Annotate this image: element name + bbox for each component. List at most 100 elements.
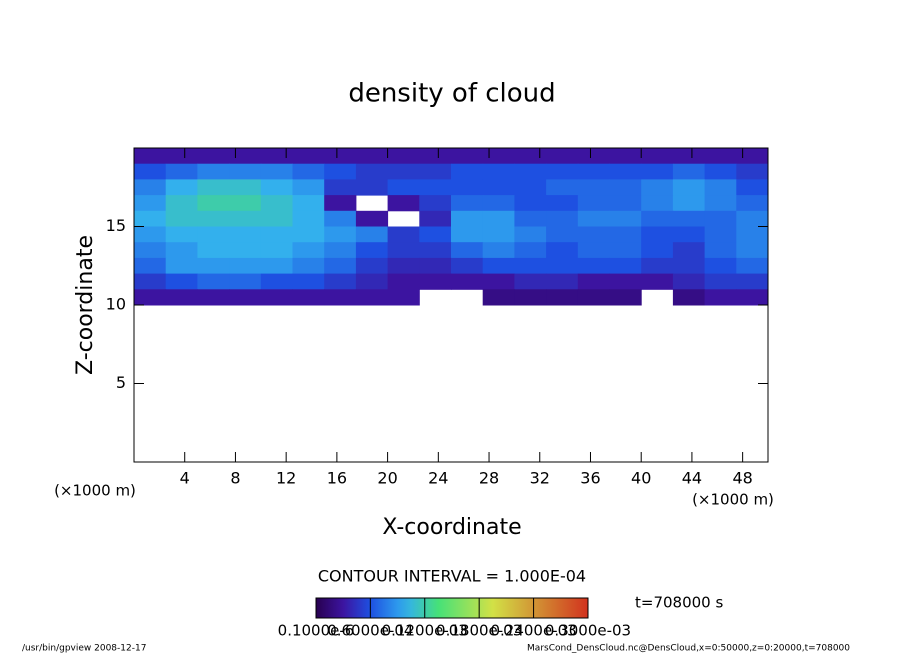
density-cell [672,242,706,259]
density-cell [324,210,357,227]
density-cell [482,289,515,306]
density-cell [387,257,420,275]
density-cell [165,210,198,227]
density-cell [292,210,325,227]
density-cell [134,289,167,306]
density-cell [546,242,579,259]
density-cell [260,163,293,180]
density-cell [736,148,769,165]
density-cell [641,210,674,227]
density-cell [577,226,610,243]
density-cell [577,273,610,290]
x-tick-label: 36 [580,469,600,488]
colorbar-label: 0.1200e-03 [382,622,468,640]
colorbar-label: 0.2400e-03 [490,622,576,640]
density-cell [197,195,230,212]
density-cell [387,226,420,243]
density-cell [355,179,389,196]
density-cell [451,179,484,196]
density-cell [260,179,293,196]
density-cell [229,210,262,227]
density-cell [609,226,642,243]
density-cell [482,273,515,290]
density-cell [546,195,579,212]
density-cell [419,179,452,196]
density-cell [387,163,420,180]
density-cell [419,273,452,290]
density-cell [165,148,198,165]
density-cell [736,195,769,212]
density-cell [482,226,515,243]
density-cell [704,242,737,259]
density-cell [641,242,674,259]
density-cell [514,179,547,196]
density-cell [134,257,167,275]
density-cell [260,257,293,275]
density-cell [546,148,579,165]
density-cell [324,226,357,243]
density-cell [704,148,737,165]
density-cell [197,179,230,196]
density-cell [736,273,769,290]
density-cell [546,163,579,180]
density-cell [514,226,547,243]
x-tick-label: 20 [377,469,397,488]
density-cell [134,163,167,180]
density-cell [546,289,579,306]
density-cell [641,163,674,180]
density-cell [419,242,452,259]
density-cell [229,148,262,165]
density-cell [419,210,452,227]
density-cell [546,179,579,196]
density-cell [260,210,293,227]
density-cell [609,210,642,227]
density-cell [514,195,547,212]
density-cell [134,273,167,290]
density-cell [577,210,610,227]
x-tick-label: 24 [428,469,448,488]
density-cell [672,226,706,243]
density-cell [451,163,484,180]
density-cell [324,273,357,290]
density-cell [134,195,167,212]
density-cell [324,148,357,165]
y-tick-label: 5 [116,373,126,392]
density-cell [292,242,325,259]
x-tick-label: 8 [230,469,240,488]
density-cell [419,148,452,165]
density-cell [514,289,547,306]
x-unit: (×1000 m) [692,491,774,509]
density-cell [736,289,769,306]
density-cell [672,273,706,290]
density-cell [197,242,230,259]
density-cell [704,195,737,212]
density-cell [355,148,389,165]
density-cell [292,273,325,290]
x-tick-label: 4 [180,469,190,488]
density-cell [736,242,769,259]
density-cell [292,163,325,180]
colorbar-label: 0.3000e-03 [545,622,631,640]
density-cell [387,195,420,212]
chart-title: density of cloud [348,79,555,109]
density-cell [324,242,357,259]
density-cell [165,242,198,259]
density-cell [641,148,674,165]
density-cell [260,148,293,165]
density-cell [672,148,706,165]
density-cell [387,179,420,196]
density-cell [609,148,642,165]
density-cell [197,273,230,290]
density-cell [355,257,389,275]
density-cell [609,242,642,259]
density-cell [736,226,769,243]
x-tick-label: 28 [479,469,499,488]
colorbar-label: 0.1800e-03 [436,622,522,640]
density-cell [451,242,484,259]
density-cell [260,195,293,212]
colorbar-label: 0.6000e-04 [327,622,413,640]
density-cell [260,226,293,243]
density-cell [482,195,515,212]
density-cell [514,210,547,227]
density-cell [641,179,674,196]
